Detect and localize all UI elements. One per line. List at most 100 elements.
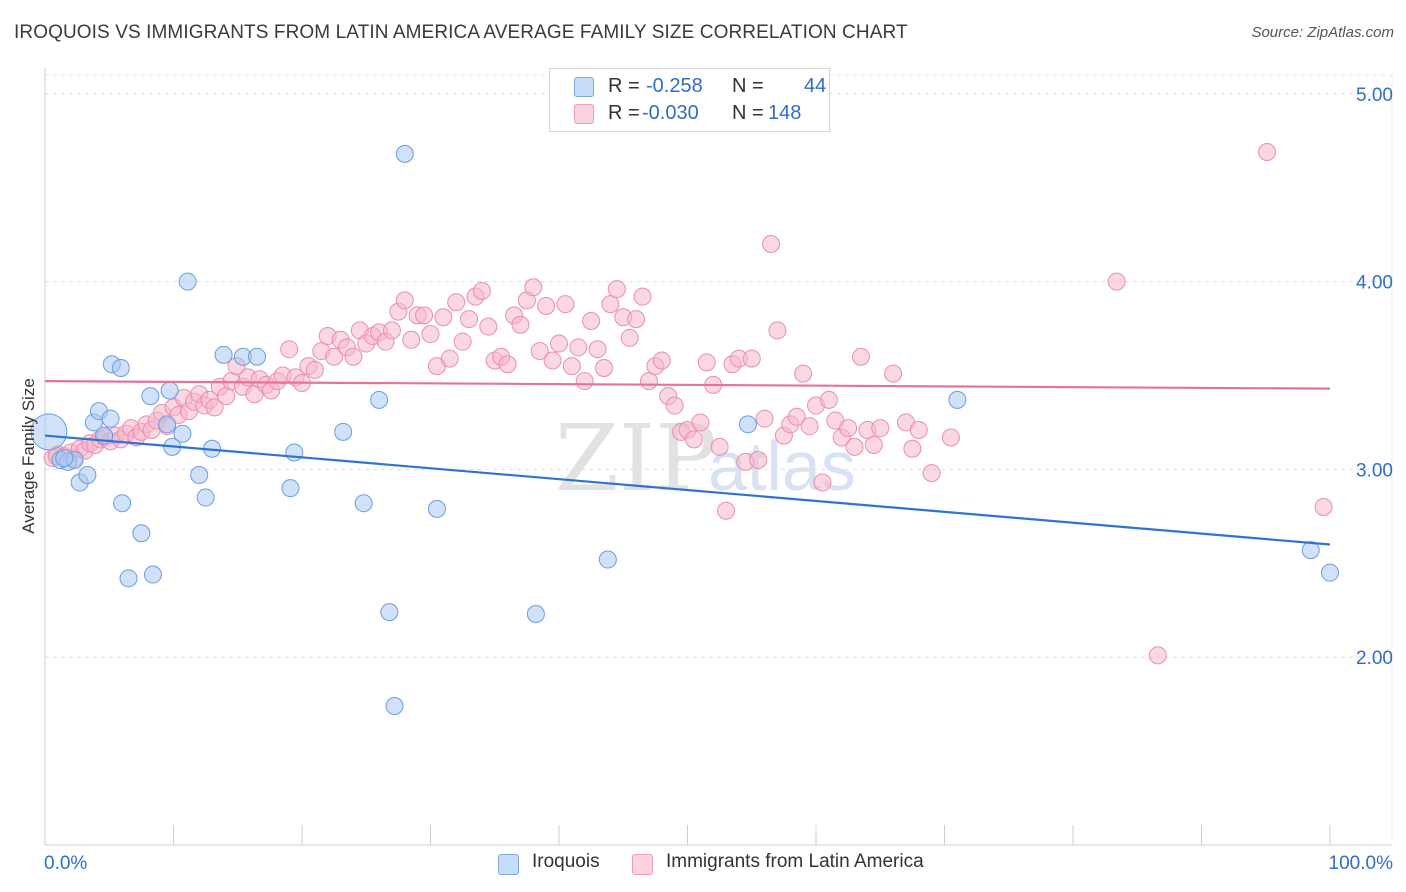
latin-america-point [697,353,716,372]
iroquois-point [55,449,74,468]
legend-label-iroquois: Iroquois [532,851,600,872]
n-value: 148 [768,102,802,124]
latin-america-point [498,355,517,374]
iroquois-point [370,390,389,409]
r-value: -0.030 [642,102,699,124]
iroquois-point [160,381,179,400]
latin-america-point [665,396,684,415]
latin-america-point [941,428,960,447]
y-tick-label: 2.00 [1356,648,1393,669]
n-label: N = [732,102,764,124]
iroquois-point [119,569,138,588]
latin-america-point [434,308,453,327]
latin-america-point [344,347,363,366]
latin-america-point [205,398,224,417]
latin-america-point [749,451,768,469]
stats-row-iroquois: R = -0.258 N = 44 [550,73,829,99]
latin-america-point [909,420,928,439]
iroquois-point [111,358,130,377]
latin-america-point [684,430,703,449]
latin-america-point [402,330,421,349]
iroquois-point [178,272,197,291]
latin-america-point [633,287,652,306]
latin-america-point [594,358,613,377]
latin-america-point [717,501,736,520]
iroquois-point [738,415,757,434]
latin-america-point [710,437,729,456]
y-tick-label: 4.00 [1356,273,1393,294]
r-label: R = [608,75,640,97]
iroquois-point [385,697,404,716]
latin-america-point [511,315,530,334]
iroquois-point [78,466,97,485]
iroquois-point [598,550,617,569]
latin-america-point [607,280,626,299]
latin-america-point [217,387,236,406]
latin-america-point [325,347,344,366]
r-value: -0.258 [646,75,703,97]
y-axis-label: Average Family Size [19,378,38,534]
latin-america-point [1314,497,1333,516]
iroquois-point [354,494,373,513]
iroquois-point [248,347,267,366]
iroquois-point [334,422,353,441]
stats-row-latin-america: R = -0.030 N = 148 [550,100,829,126]
tick-labels: 2.00 3.00 4.00 5.00 0.0% 100.0% [44,85,1393,874]
iroquois-point [113,494,132,513]
latin-america-point [588,340,607,359]
iroquois-point [526,605,545,623]
latin-america-point [884,364,903,383]
latin-america-point [440,349,459,368]
source-label: Source: ZipAtlas.com [1251,24,1394,41]
latin-america-point [1258,143,1277,161]
latin-america-point [762,235,781,254]
latin-america-point [472,281,491,300]
stats-box: R = -0.258 N = 44 R = -0.030 N = 148 [549,68,830,132]
r-label: R = [608,102,640,124]
x-tick-label-max: 100.0% [1329,853,1394,874]
chart-title: IROQUOIS VS IMMIGRANTS FROM LATIN AMERIC… [14,22,908,43]
latin-america-point [421,325,440,344]
latin-america-point [1148,646,1167,665]
latin-america-point [839,419,858,438]
latin-america-point [787,407,806,426]
iroquois-point [1301,541,1320,560]
iroquois-point [132,524,151,543]
latin-america-point [871,419,890,438]
latin-america-point [627,310,646,329]
latin-america-point [524,278,543,297]
y-tick-label: 3.00 [1356,460,1393,481]
iroquois-point [196,488,215,507]
latin-america-point [639,372,658,391]
trend-lines [44,380,1331,546]
latin-america-point [845,437,864,456]
latin-america-point [569,338,588,357]
latin-america-point [794,364,813,383]
latin-america-point [395,291,414,310]
iroquois-point [190,466,209,485]
latin-america-point [550,334,568,353]
iroquois-trend-line [44,434,1331,546]
iroquois-point [141,387,160,406]
latin-america-point [691,413,710,432]
latin-america-point [819,390,838,409]
latin-america-point [556,295,575,314]
latin-america-trend-line [44,380,1331,390]
iroquois-point [1321,563,1339,582]
legend-swatch-iroquois [498,854,519,875]
latin-america-point [479,317,498,336]
legend-swatch-latin-america [632,854,653,875]
latin-america-point [280,340,299,359]
latin-america-point [460,310,479,329]
latin-america-point [851,347,870,366]
latin-america-point [755,409,774,428]
n-label: N = [732,75,764,97]
latin-america-point [447,293,466,312]
latin-america-point [530,342,549,361]
latin-america-point [415,306,434,325]
latin-america-point [903,439,922,458]
iroquois-point [143,565,162,584]
latin-america-point [582,312,601,331]
latin-america-point [382,321,401,340]
